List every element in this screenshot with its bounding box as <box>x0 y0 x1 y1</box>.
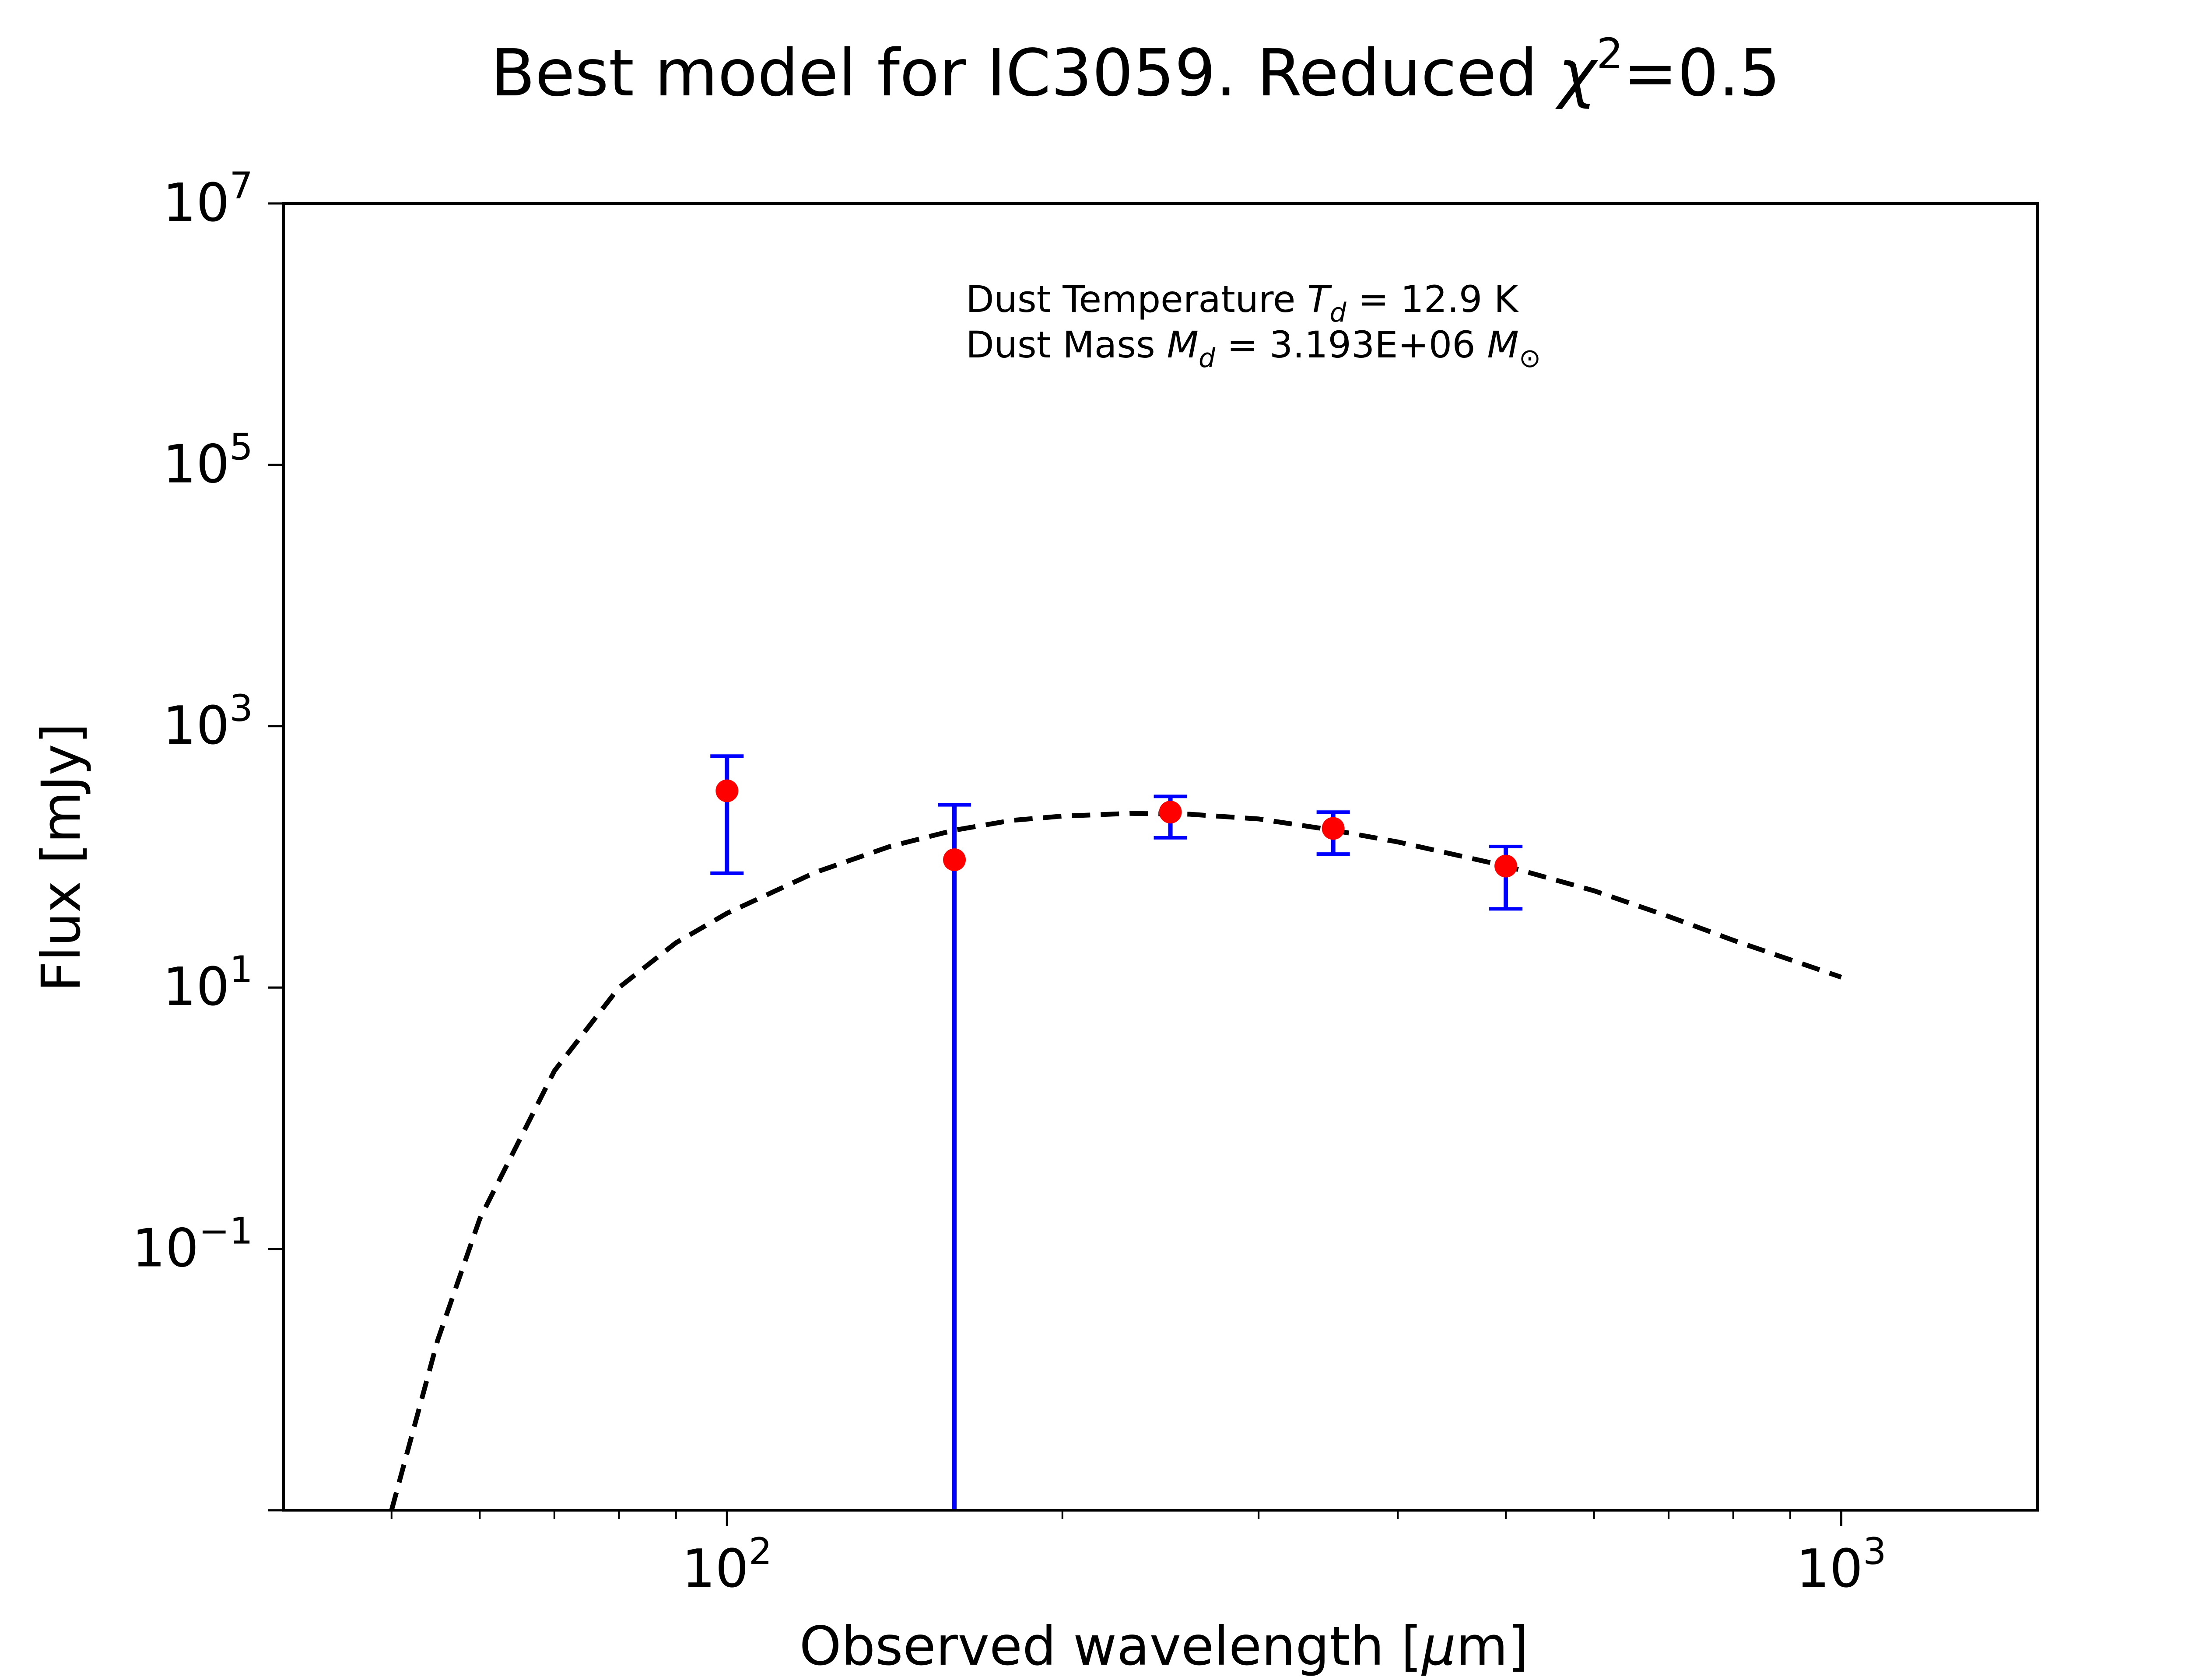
y-axis-label: Flux [mJy] <box>30 723 92 992</box>
y-tick-label: 10−1 <box>132 1210 253 1279</box>
data-point <box>1494 854 1518 878</box>
data-point <box>1159 801 1182 824</box>
error-bars <box>710 754 1523 1510</box>
y-tick-label: 103 <box>163 687 253 756</box>
y-tick-label: 101 <box>163 948 253 1018</box>
axis-ticks: 102 103 10−1 101 103 105 107 <box>132 164 1886 1600</box>
y-tick-label: 107 <box>163 164 253 234</box>
plot-frame <box>282 202 2039 1512</box>
x-tick-label: 102 <box>682 1530 772 1600</box>
dust-temperature-annotation: Dust Temperature Td = 12.9 K <box>966 278 1519 328</box>
data-markers <box>715 779 1518 878</box>
model-curve-group <box>389 811 1842 1511</box>
data-point <box>715 779 739 802</box>
y-tick-label: 105 <box>163 425 253 495</box>
model-curve <box>389 811 1842 1511</box>
x-tick-label: 103 <box>1796 1530 1886 1600</box>
x-axis-label: Observed wavelength [μm] <box>799 1615 1529 1677</box>
dust-mass-annotation: Dust Mass Md = 3.193E+06 M⊙ <box>966 323 1541 374</box>
chart-title: Best model for IC3059. Reduced χ2=0.5 <box>491 29 1780 111</box>
data-point <box>943 848 966 872</box>
data-point <box>1322 817 1345 840</box>
